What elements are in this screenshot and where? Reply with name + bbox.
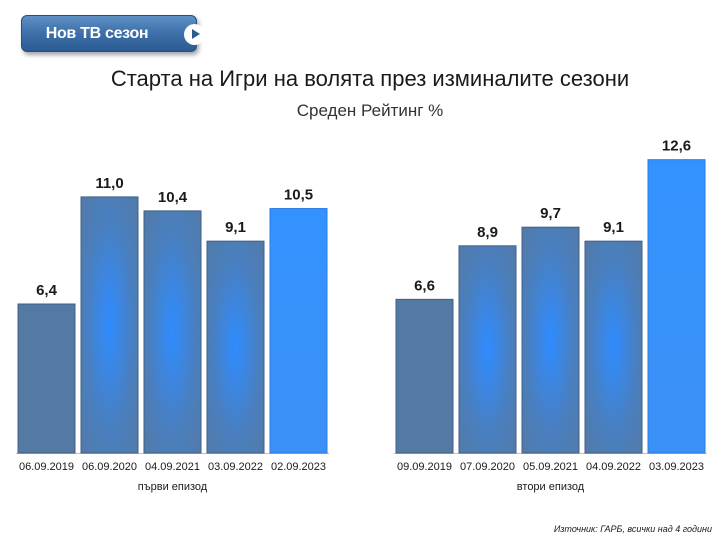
data-label: 9,1: [225, 219, 246, 236]
bar: [647, 159, 706, 454]
data-label: 10,5: [284, 187, 313, 204]
x-tick-label: 07.09.2020: [460, 461, 515, 473]
x-tick-label: 02.09.2023: [271, 461, 326, 473]
data-label: 9,1: [603, 219, 624, 236]
bar: [584, 240, 643, 454]
source-note: Източник: ГАРБ, всички над 4 години: [553, 524, 712, 534]
x-tick-label: 05.09.2021: [523, 461, 578, 473]
bar: [521, 226, 580, 454]
x-tick-label: 04.09.2021: [145, 461, 200, 473]
data-label: 12,6: [662, 138, 691, 155]
bar: [143, 210, 202, 454]
bar: [17, 303, 76, 454]
new-tv-season-label: Нов ТВ сезон: [45, 24, 149, 42]
x-tick-label: 04.09.2022: [586, 461, 641, 473]
bar: [269, 208, 328, 454]
new-tv-season-button[interactable]: Нов ТВ сезон: [21, 15, 205, 52]
x-tick-label: 03.09.2023: [649, 461, 704, 473]
bar: [395, 298, 454, 454]
chart-subtitle: Среден Рейтинг %: [296, 101, 444, 120]
data-label: 8,9: [477, 224, 498, 241]
x-tick-label: 06.09.2019: [19, 461, 74, 473]
data-label: 9,7: [540, 205, 561, 222]
x-tick-label: 06.09.2020: [82, 461, 137, 473]
play-icon[interactable]: [184, 24, 205, 45]
x-tick-label: 09.09.2019: [397, 461, 452, 473]
x-axis-label: втори епизод: [517, 481, 585, 493]
data-label: 11,0: [95, 175, 123, 192]
data-label: 10,4: [158, 189, 188, 206]
bar: [458, 245, 517, 454]
x-axis-label: първи епизод: [138, 481, 208, 493]
data-label: 6,6: [414, 277, 435, 294]
chart-title: Старта на Игри на волята през изминалите…: [110, 66, 630, 91]
bar: [80, 196, 139, 454]
data-label: 6,4: [36, 282, 58, 299]
bar: [206, 240, 265, 454]
x-tick-label: 03.09.2022: [208, 461, 263, 473]
